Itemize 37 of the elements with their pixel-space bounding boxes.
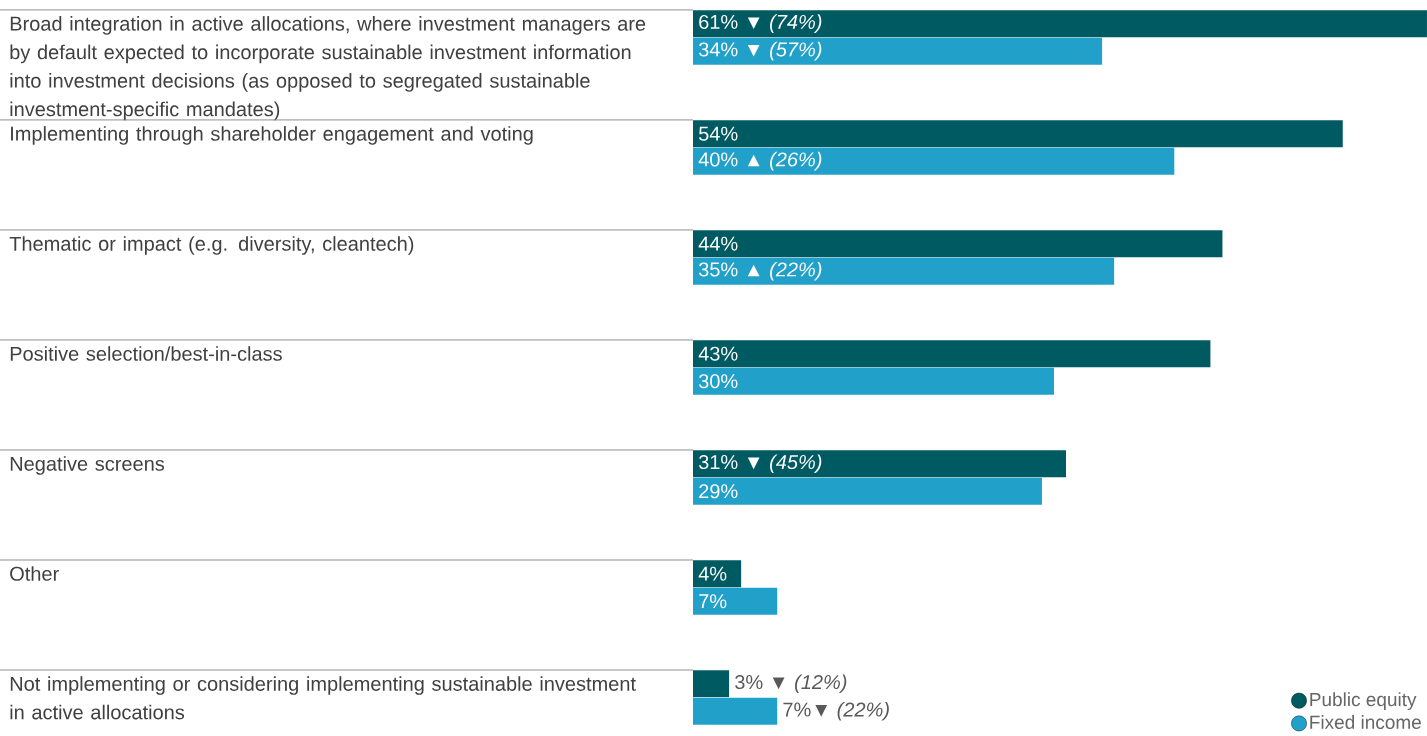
y-tick-label: Negative screens	[10, 456, 165, 475]
data-label: 44%	[698, 236, 738, 251]
bar	[693, 587, 778, 615]
data-label: 31% ▼ (45%)	[698, 454, 822, 474]
y-tick-label: Broad integration in active allocations, where investment managers are by default expected to incorporate sustainable investment information into investment decisions (as opposed to segregated sustainable investment-specific mandates)	[10, 16, 646, 121]
bar	[693, 367, 1054, 395]
y-tick-label: Not implementing or considering implementing sustainable investment in active allocations	[10, 676, 636, 720]
data-label: 29%	[699, 484, 738, 499]
data-label: 34% ▼ (57%)	[698, 41, 822, 61]
data-label: 7%	[699, 594, 727, 609]
y-tick-label: Implementing through shareholder engagement and voting	[11, 126, 533, 145]
legend-label: Public equity	[1310, 692, 1417, 710]
bar	[693, 450, 1067, 478]
data-label: 7%▼ (22%)	[783, 701, 889, 721]
data-label: 3% ▼ (12%)	[735, 674, 847, 694]
bar	[693, 477, 1042, 505]
data-label: 4%	[698, 566, 727, 581]
bar	[693, 120, 1343, 148]
bar	[693, 697, 778, 725]
data-label: 61% ▼ (74%)	[699, 14, 822, 33]
bar	[693, 10, 1427, 38]
y-tick-label: Other	[10, 566, 59, 581]
bar	[693, 560, 742, 588]
data-label: 30%	[698, 374, 738, 389]
bar	[693, 230, 1223, 258]
y-tick-label: Positive selection/best-in-class	[10, 346, 282, 361]
data-label: 35% ▲ (22%)	[698, 261, 822, 281]
data-label: 43%	[698, 346, 738, 361]
bar	[693, 37, 1103, 65]
legend-label: Fixed income	[1310, 715, 1421, 729]
bar	[693, 340, 1211, 368]
y-tick-label: Thematic or impact (e.g. diversity, cleantech)	[9, 236, 414, 255]
data-label: 40% ▲ (26%)	[698, 151, 822, 171]
bar	[693, 257, 1115, 285]
data-label: 54%	[699, 126, 738, 141]
bar	[693, 670, 730, 698]
bar	[693, 147, 1175, 175]
